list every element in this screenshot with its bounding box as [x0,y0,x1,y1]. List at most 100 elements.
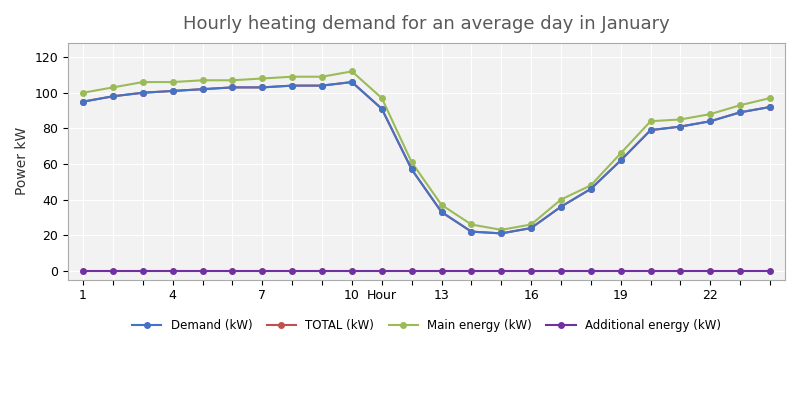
TOTAL (kW) [586,186,596,191]
TOTAL (kW) [556,204,566,209]
Additional energy (kW) [676,268,686,273]
TOTAL (kW) [706,119,715,124]
Demand (kW) [437,210,446,214]
TOTAL (kW) [347,80,357,84]
Additional energy (kW) [437,268,446,273]
Demand (kW) [258,85,267,90]
TOTAL (kW) [377,106,386,111]
Main energy (kW) [586,183,596,188]
Additional energy (kW) [258,268,267,273]
TOTAL (kW) [497,231,506,236]
Demand (kW) [407,167,417,172]
Main energy (kW) [646,119,655,124]
Demand (kW) [466,229,476,234]
Demand (kW) [138,90,148,95]
Additional energy (kW) [108,268,118,273]
Main energy (kW) [466,222,476,227]
Main energy (kW) [526,222,536,227]
Main energy (kW) [287,74,297,79]
Main energy (kW) [78,90,88,95]
TOTAL (kW) [228,85,238,90]
Main energy (kW) [437,202,446,207]
Demand (kW) [198,87,207,92]
Additional energy (kW) [407,268,417,273]
Additional energy (kW) [198,268,207,273]
Additional energy (kW) [287,268,297,273]
Demand (kW) [168,88,178,93]
Main energy (kW) [616,151,626,156]
Additional energy (kW) [318,268,327,273]
TOTAL (kW) [258,85,267,90]
Demand (kW) [78,99,88,104]
Legend: Demand (kW), TOTAL (kW), Main energy (kW), Additional energy (kW): Demand (kW), TOTAL (kW), Main energy (kW… [127,314,726,336]
Demand (kW) [108,94,118,99]
Additional energy (kW) [766,268,775,273]
TOTAL (kW) [168,88,178,93]
Demand (kW) [497,231,506,236]
Additional energy (kW) [646,268,655,273]
TOTAL (kW) [138,90,148,95]
Demand (kW) [526,226,536,230]
Additional energy (kW) [168,268,178,273]
Demand (kW) [228,85,238,90]
Main energy (kW) [228,78,238,83]
Demand (kW) [616,158,626,163]
Main energy (kW) [556,197,566,202]
TOTAL (kW) [287,83,297,88]
Y-axis label: Power kW: Power kW [15,127,29,196]
TOTAL (kW) [466,229,476,234]
Main energy (kW) [198,78,207,83]
TOTAL (kW) [78,99,88,104]
TOTAL (kW) [318,83,327,88]
Title: Hourly heating demand for an average day in January: Hourly heating demand for an average day… [183,15,670,33]
Line: Additional energy (kW): Additional energy (kW) [80,268,773,274]
Additional energy (kW) [616,268,626,273]
Demand (kW) [586,186,596,191]
TOTAL (kW) [198,87,207,92]
Line: Main energy (kW): Main energy (kW) [80,68,773,233]
Additional energy (kW) [497,268,506,273]
Main energy (kW) [258,76,267,81]
TOTAL (kW) [646,128,655,132]
Demand (kW) [766,104,775,109]
Demand (kW) [706,119,715,124]
Demand (kW) [646,128,655,132]
Main energy (kW) [407,160,417,164]
Additional energy (kW) [347,268,357,273]
Line: TOTAL (kW): TOTAL (kW) [80,79,773,236]
Additional energy (kW) [735,268,745,273]
TOTAL (kW) [735,110,745,115]
Main energy (kW) [377,96,386,100]
Demand (kW) [347,80,357,84]
TOTAL (kW) [766,104,775,109]
Main energy (kW) [318,74,327,79]
Main energy (kW) [168,80,178,84]
Additional energy (kW) [466,268,476,273]
Demand (kW) [735,110,745,115]
Additional energy (kW) [706,268,715,273]
Main energy (kW) [706,112,715,116]
TOTAL (kW) [108,94,118,99]
Main energy (kW) [347,69,357,74]
Demand (kW) [318,83,327,88]
Main energy (kW) [676,117,686,122]
Additional energy (kW) [78,268,88,273]
Demand (kW) [377,106,386,111]
Demand (kW) [556,204,566,209]
TOTAL (kW) [407,167,417,172]
Main energy (kW) [735,103,745,108]
Additional energy (kW) [377,268,386,273]
Main energy (kW) [497,228,506,232]
Main energy (kW) [766,96,775,100]
Demand (kW) [287,83,297,88]
Main energy (kW) [108,85,118,90]
Main energy (kW) [138,80,148,84]
TOTAL (kW) [616,158,626,163]
TOTAL (kW) [526,226,536,230]
Demand (kW) [676,124,686,129]
Additional energy (kW) [138,268,148,273]
Additional energy (kW) [556,268,566,273]
Line: Demand (kW): Demand (kW) [80,79,773,236]
Additional energy (kW) [228,268,238,273]
TOTAL (kW) [437,210,446,214]
